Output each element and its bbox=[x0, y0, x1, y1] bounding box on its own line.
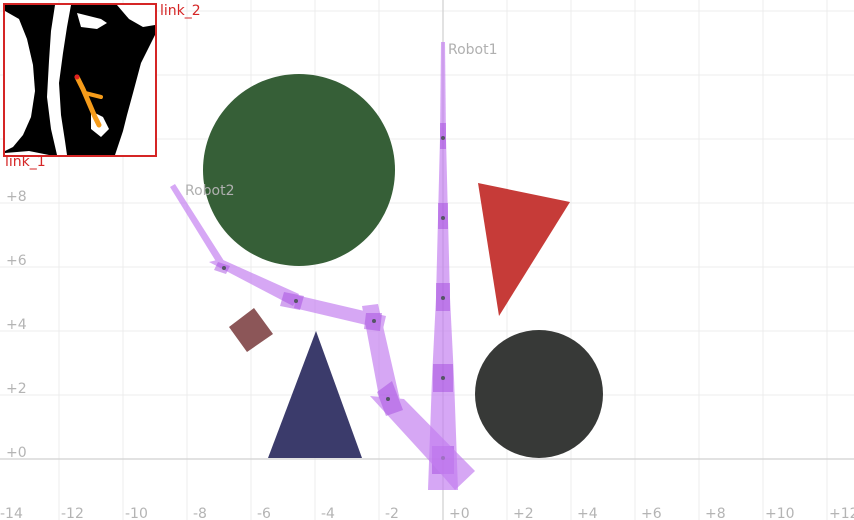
y-tick-label: +6 bbox=[6, 253, 27, 269]
free-region bbox=[47, 5, 71, 155]
obstacle-green-circle bbox=[203, 74, 395, 266]
robot1-label: Robot1 bbox=[448, 42, 498, 58]
x-tick-label: -4 bbox=[321, 506, 335, 520]
robot1-link-3[interactable] bbox=[436, 218, 450, 298]
free-region bbox=[5, 11, 35, 151]
config-space-map bbox=[5, 5, 155, 155]
x-tick-label: +2 bbox=[513, 506, 534, 520]
x-tick-label: +0 bbox=[449, 506, 470, 520]
robot1-joint-dots bbox=[441, 136, 445, 460]
link-1-axis-label: link_1 bbox=[5, 154, 46, 170]
free-region bbox=[117, 5, 155, 27]
obstacle-brown-square bbox=[229, 308, 273, 352]
x-tick-label: +6 bbox=[641, 506, 662, 520]
x-tick-label: -8 bbox=[193, 506, 207, 520]
y-tick-label: +4 bbox=[6, 317, 27, 333]
free-region bbox=[77, 13, 107, 29]
planned-path bbox=[74, 74, 102, 128]
x-tick-label: +12 bbox=[829, 506, 854, 520]
robot2-link-1[interactable] bbox=[370, 396, 475, 490]
x-tick-label: -2 bbox=[385, 506, 399, 520]
x-tick-label: -12 bbox=[61, 506, 84, 520]
robot1-link-4[interactable] bbox=[438, 138, 448, 218]
x-tick-label: +4 bbox=[577, 506, 598, 520]
x-tick-label: -10 bbox=[125, 506, 148, 520]
robot2-link-4[interactable] bbox=[209, 259, 299, 306]
obstacle-navy-triangle bbox=[268, 331, 362, 458]
obstacle-dark-circle bbox=[475, 330, 603, 458]
x-tick-label: -14 bbox=[0, 506, 23, 520]
y-tick-label: +2 bbox=[6, 381, 27, 397]
robot2-label: Robot2 bbox=[185, 183, 235, 199]
obstacle-red-triangle bbox=[478, 183, 570, 316]
robot1-arm[interactable] bbox=[428, 42, 458, 490]
x-tick-label: +8 bbox=[705, 506, 726, 520]
free-region bbox=[5, 151, 49, 155]
config-space-inset[interactable] bbox=[3, 3, 157, 157]
robot2-link-5[interactable] bbox=[170, 184, 226, 268]
free-region bbox=[115, 35, 155, 155]
link-2-axis-label: link_2 bbox=[160, 3, 201, 19]
y-tick-label: +8 bbox=[6, 189, 27, 205]
y-tick-label: +0 bbox=[6, 445, 27, 461]
y-tick-labels: +0 +2 +4 +6 +8 bbox=[6, 189, 27, 461]
robot2-joints bbox=[214, 262, 403, 416]
x-tick-label: +10 bbox=[765, 506, 795, 520]
robot1-link-2[interactable] bbox=[432, 298, 454, 378]
robot2-joint-dots bbox=[222, 266, 390, 401]
start-marker bbox=[74, 74, 80, 80]
robot1-link-5[interactable] bbox=[440, 42, 446, 138]
robot2-link-3[interactable] bbox=[294, 295, 386, 329]
planned-path-branch bbox=[83, 91, 103, 99]
x-tick-label: -6 bbox=[257, 506, 271, 520]
x-tick-labels: -14 -12 -10 -8 -6 -4 -2 +0 +2 +4 +6 +8 +… bbox=[0, 506, 854, 520]
